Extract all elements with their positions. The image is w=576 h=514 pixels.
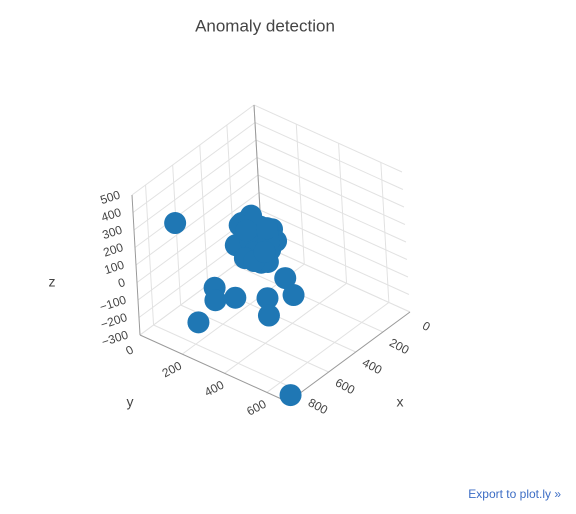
point [255,217,278,240]
grid-line [133,139,257,231]
grid-line [253,104,403,173]
x-tick-label: 200 [387,335,412,357]
grid-line [134,157,258,248]
point [257,304,280,327]
grid-line [131,104,255,196]
x-tick-label: 800 [306,395,331,417]
grid-line [255,139,405,208]
z-tick-label: 300 [101,222,125,242]
point [204,289,227,312]
grid-line [224,282,347,374]
grid-line [254,122,404,190]
grid-line [153,324,302,393]
point [279,384,302,407]
point [235,219,258,242]
z-tick-label: 100 [103,257,127,277]
grid-line [256,157,406,225]
y-tick-label: 400 [202,378,227,400]
z-tick-label: 0 [116,275,127,290]
y-tick-label: 0 [123,342,136,358]
x-tick-label: 0 [420,319,433,335]
x-tick-label: 400 [360,355,385,377]
x-axis-title: x [397,394,404,410]
grid-line [234,264,384,333]
grid-line [261,244,411,313]
y-axis-title: y [127,394,134,410]
x-tick-label: 600 [333,375,358,397]
z-axis-title: z [49,274,56,290]
y-tick-label: 200 [160,358,185,380]
export-link[interactable]: Export to plot.ly » [468,487,561,501]
point [274,267,297,290]
grid-line [258,192,408,260]
grid-line [257,174,407,243]
y-tick-label: 600 [244,397,269,419]
point [224,286,247,309]
axis-edge [139,334,289,403]
point [253,241,276,264]
axis-edge [131,194,141,336]
grid-line [266,302,390,393]
axis-edge [287,311,411,403]
z-tick-label: 500 [99,187,123,207]
grid-line [132,122,256,213]
point [187,311,210,334]
chart-title: Anomaly detection [195,16,335,35]
grid-line [259,209,409,278]
point [282,284,305,307]
point [256,287,279,310]
grid-line [136,192,260,283]
z-tick-label: 200 [102,240,126,260]
grid-line [135,174,259,266]
point [164,212,187,235]
z-tick-label: 400 [100,205,124,225]
